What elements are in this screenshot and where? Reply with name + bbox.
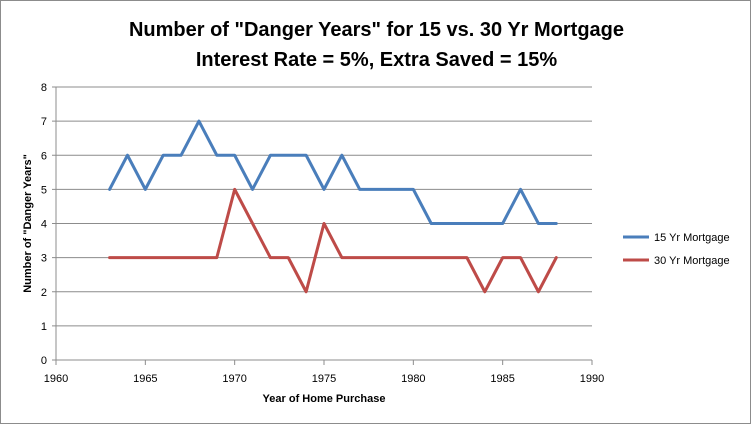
chart-title-block: Number of "Danger Years" for 15 vs. 30 Y… — [1, 15, 751, 75]
chart-title: Number of "Danger Years" for 15 vs. 30 Y… — [128, 19, 625, 41]
legend-label-15yr: 15 Yr Mortgage — [654, 232, 730, 244]
y-tick-label: 4 — [41, 219, 47, 231]
x-tick-label: 1985 — [490, 373, 514, 385]
y-tick-label: 0 — [41, 355, 47, 367]
series-line-30yr — [108, 187, 558, 294]
y-tick-label: 1 — [41, 321, 47, 333]
y-tick-label: 8 — [41, 82, 47, 94]
x-tick-label: 1980 — [401, 373, 425, 385]
x-tick-label: 1970 — [222, 373, 246, 385]
y-tick-label: 5 — [41, 184, 47, 196]
legend-label-30yr: 30 Yr Mortgage — [654, 255, 730, 267]
x-tick-label: 1975 — [312, 373, 336, 385]
y-tick-label: 7 — [41, 116, 47, 128]
x-tick-label: 1990 — [580, 373, 604, 385]
y-tick-label: 3 — [41, 253, 47, 265]
axes: 0 1 2 3 4 5 6 7 8 1960 1965 1970 1975 1980 1985 1990 — [41, 82, 604, 385]
series-line-15yr — [108, 119, 558, 225]
x-tick-label: 1960 — [44, 373, 68, 385]
x-tick-label: 1965 — [133, 373, 157, 385]
legend: 15 Yr Mortgage 30 Yr Mortgage — [623, 232, 730, 267]
y-tick-label: 2 — [41, 287, 47, 299]
series-lines — [108, 119, 558, 294]
y-tick-label: 6 — [41, 150, 47, 162]
chart-subtitle: Interest Rate = 5%, Extra Saved = 15% — [195, 49, 558, 71]
x-axis-title: Year of Home Purchase — [263, 393, 386, 405]
y-axis-title: Number of "Danger Years" — [22, 154, 34, 293]
